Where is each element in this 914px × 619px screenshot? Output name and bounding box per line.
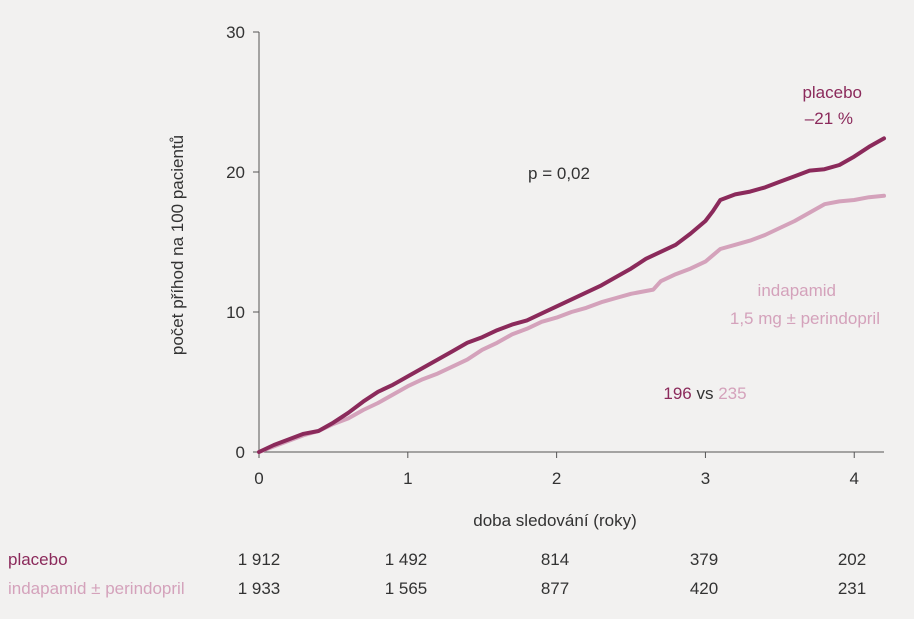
y-tick-label: 0: [236, 443, 245, 462]
axes: [258, 32, 884, 453]
x-tick-label: 2: [552, 469, 561, 488]
series-layer: [257, 136, 886, 454]
risk-table-cell: 1 912: [238, 550, 281, 569]
risk-table-cell: 420: [690, 579, 718, 598]
events-comparison: 196 vs 235: [663, 384, 746, 403]
x-axis-title: doba sledování (roky): [473, 511, 636, 530]
events-placebo: 196: [663, 384, 691, 403]
y-tick-label: 10: [226, 303, 245, 322]
indapamid-series-label: indapamid: [758, 281, 836, 300]
p-value-label: p = 0,02: [528, 164, 590, 183]
x-tick-label: 3: [701, 469, 710, 488]
x-tick-label: 0: [254, 469, 263, 488]
risk-table-cell: 202: [838, 550, 866, 569]
risk-table-cell: 1 565: [385, 579, 428, 598]
indapamid-line: [257, 193, 886, 454]
placebo-line: [257, 136, 886, 454]
placebo-series-label: placebo: [802, 83, 862, 102]
x-tick-label: 4: [850, 469, 859, 488]
indapamid-dose-label: 1,5 mg ± perindopril: [730, 309, 880, 328]
risk-table-cell: 1 933: [238, 579, 281, 598]
risk-table-cell: 231: [838, 579, 866, 598]
risk-row-label-placebo: placebo: [8, 550, 68, 569]
risk-table-cell: 814: [541, 550, 569, 569]
risk-row-label-indapamid: indapamid ± perindopril: [8, 579, 185, 598]
events-vs: vs: [692, 384, 718, 403]
y-tick-label: 30: [226, 23, 245, 42]
risk-table-cell: 1 492: [385, 550, 428, 569]
y-tick-label: 20: [226, 163, 245, 182]
y-ticks: 0 10 20 30: [226, 23, 259, 462]
risk-table-cell: 877: [541, 579, 569, 598]
risk-table-cell: 379: [690, 550, 718, 569]
events-indapamid: 235: [718, 384, 746, 403]
x-tick-label: 1: [403, 469, 412, 488]
y-axis-title: počet příhod na 100 pacientů: [168, 135, 187, 355]
reduction-label: –21 %: [805, 109, 853, 128]
risk-table: placebo indapamid ± perindopril 1 912 1 4…: [8, 550, 866, 598]
